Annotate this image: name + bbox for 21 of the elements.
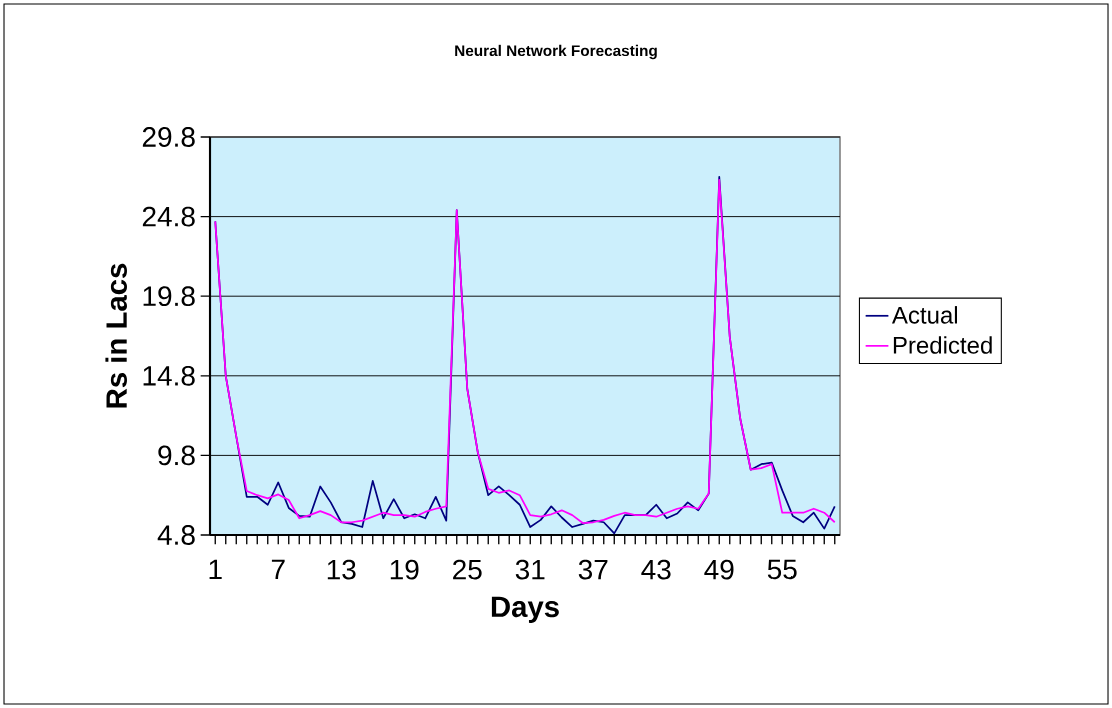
chart-title: Neural Network Forecasting [455, 44, 657, 60]
y-tick-label: 19.8 [143, 286, 195, 307]
x-axis-title: Days [491, 596, 559, 623]
y-tick-label: 29.8 [142, 127, 195, 147]
x-tick-label: 31 [515, 559, 545, 580]
x-tick-label: 43 [641, 559, 671, 580]
x-tick-label: 37 [578, 559, 608, 580]
x-tick-label: 55 [767, 559, 797, 580]
y-axis-title: Rs in Lacs [105, 263, 127, 408]
x-tick-label: 1 [209, 559, 222, 579]
x-tick-label: 7 [271, 559, 285, 579]
y-tick-label: 4.8 [157, 525, 195, 545]
x-tick-label: 19 [390, 559, 419, 580]
y-tick-label: 14.8 [143, 365, 195, 386]
legend-label: Actual [891, 306, 958, 324]
legend-label: Predicted [893, 336, 992, 354]
x-tick-label: 25 [453, 559, 482, 580]
y-tick-label: 24.8 [142, 206, 195, 227]
x-tick-label: 49 [704, 559, 734, 580]
x-tick-label: 13 [327, 559, 356, 580]
y-tick-label: 9.8 [158, 445, 195, 466]
